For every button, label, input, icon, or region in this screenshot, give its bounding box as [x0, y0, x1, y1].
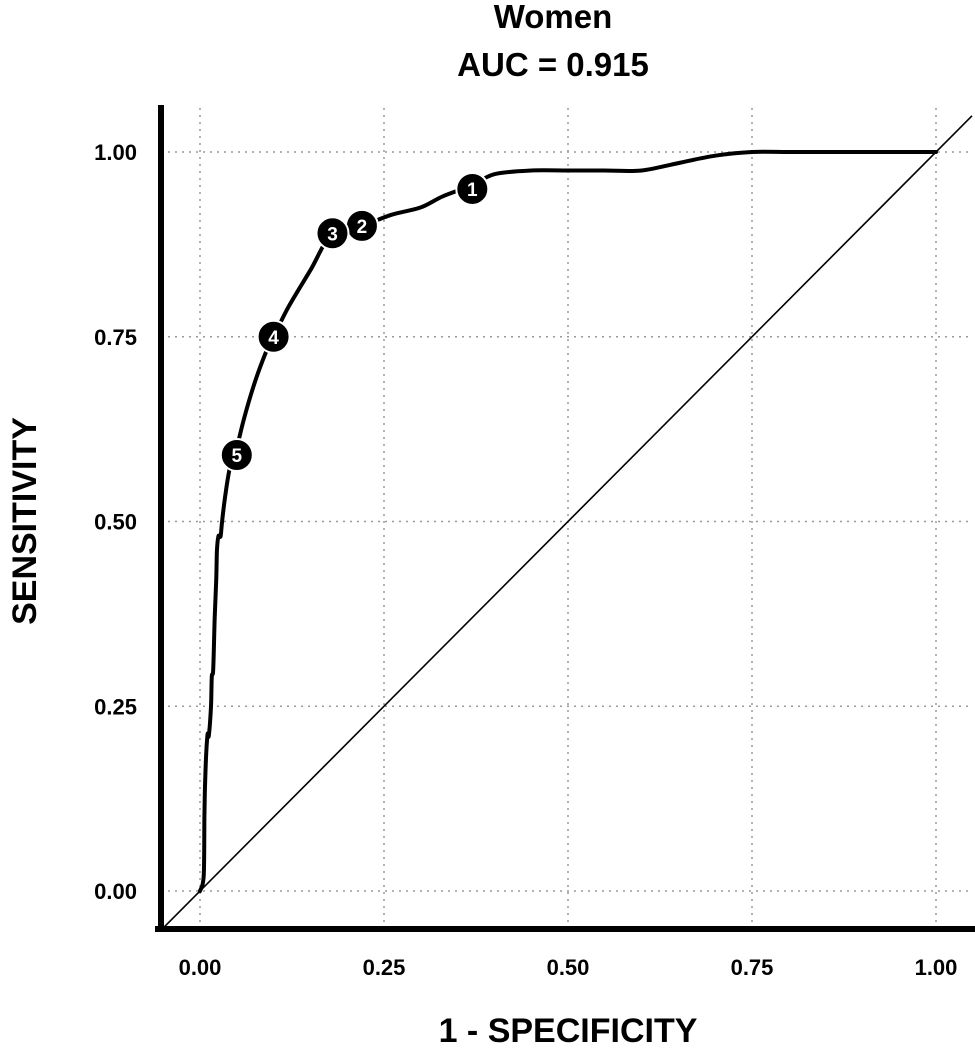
y-tick-label: 0.50: [94, 510, 137, 535]
y-tick-label: 1.00: [94, 140, 137, 165]
threshold-marker-label: 3: [327, 224, 338, 245]
y-tick-label: 0.25: [94, 694, 137, 719]
threshold-marker-label: 1: [467, 180, 478, 201]
x-tick-label: 0.25: [363, 955, 406, 980]
y-tick-label: 0.00: [94, 879, 137, 904]
plot-lines: [162, 115, 973, 929]
chart-title: Women: [494, 0, 613, 35]
x-tick-label: 0.75: [731, 955, 774, 980]
threshold-marker-label: 5: [232, 446, 243, 467]
grid: [161, 108, 972, 929]
threshold-marker-3: [315, 216, 350, 251]
y-axis-label: SENSITIVITY: [6, 417, 44, 625]
x-tick-label: 0.50: [547, 955, 590, 980]
x-tick-label: 0.00: [179, 955, 222, 980]
threshold-marker-label: 4: [268, 328, 279, 349]
chart-subtitle: AUC = 0.915: [457, 46, 649, 83]
threshold-marker-5: [219, 437, 254, 472]
y-tick-label: 0.75: [94, 325, 137, 350]
tick-labels: 0.00 0.25 0.50 0.75 1.00 0.00 0.25 0.50 0.75 1.00: [94, 140, 957, 980]
threshold-marker-4: [256, 319, 291, 354]
threshold-marker-label: 2: [357, 217, 368, 238]
threshold-marker-1: [455, 171, 490, 206]
x-tick-label: 1.00: [915, 955, 958, 980]
reference-diagonal: [162, 115, 973, 929]
x-axis-label: 1 - SPECIFICITY: [439, 1012, 698, 1049]
